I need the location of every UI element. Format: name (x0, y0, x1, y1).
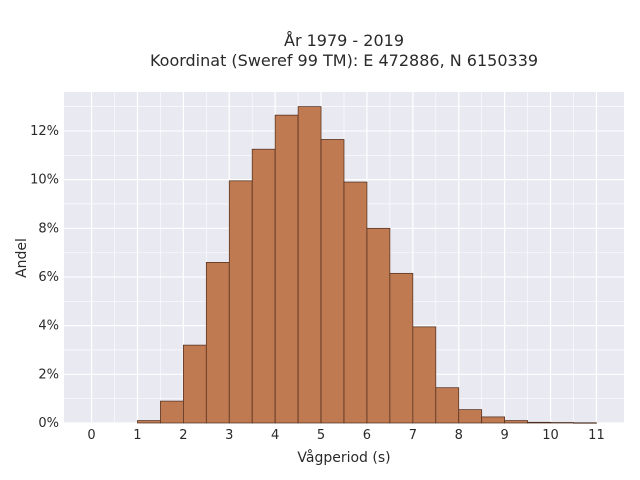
histogram-bar (550, 422, 574, 424)
histogram-bar (527, 421, 551, 424)
histogram-bar (182, 344, 207, 424)
histogram-bar (435, 387, 460, 424)
y-axis-label: Andel (14, 238, 30, 278)
histogram-bar (573, 422, 597, 424)
histogram-bar (320, 139, 345, 424)
x-tick-label: 7 (409, 428, 417, 443)
x-tick-labels: 0 1 2 3 4 5 6 7 8 9 10 11 (87, 428, 604, 443)
chart-subtitle: Koordinat (Sweref 99 TM): E 472886, N 61… (150, 51, 538, 70)
y-tick-label: 0% (38, 416, 59, 431)
y-tick-label: 8% (38, 221, 59, 236)
x-tick-label: 11 (588, 428, 605, 443)
x-tick-label: 6 (363, 428, 371, 443)
x-tick-label: 4 (271, 428, 279, 443)
x-tick-label: 9 (501, 428, 509, 443)
x-tick-label: 5 (317, 428, 325, 443)
histogram-bar (228, 180, 253, 424)
histogram-bar (251, 148, 276, 424)
y-tick-label: 6% (38, 270, 59, 285)
chart-title: År 1979 - 2019 (284, 31, 404, 50)
histogram-bar (389, 272, 414, 424)
x-tick-label: 1 (133, 428, 141, 443)
histogram-bar (137, 420, 161, 424)
y-tick-label: 10% (30, 173, 59, 188)
histogram-bar (343, 181, 368, 424)
histogram-bar (504, 420, 528, 424)
histogram-bar (481, 416, 506, 424)
histogram-bar (160, 400, 184, 424)
y-tick-label: 4% (38, 319, 59, 334)
histogram-bar (297, 106, 322, 424)
y-tick-label: 2% (38, 367, 59, 382)
histogram-bar (205, 262, 230, 424)
y-tick-label: 12% (30, 124, 59, 139)
x-tick-label: 10 (542, 428, 559, 443)
bars (137, 106, 597, 424)
x-tick-label: 8 (455, 428, 463, 443)
histogram-bar (412, 326, 437, 424)
histogram-bar (458, 409, 483, 424)
histogram-bar (366, 227, 391, 424)
x-tick-label: 3 (225, 428, 233, 443)
histogram-bar (274, 114, 299, 424)
x-tick-label: 2 (179, 428, 187, 443)
x-tick-label: 0 (87, 428, 95, 443)
y-tick-labels: 0% 2% 4% 6% 8% 10% 12% (30, 124, 59, 431)
x-axis-label: Vågperiod (s) (297, 449, 390, 466)
